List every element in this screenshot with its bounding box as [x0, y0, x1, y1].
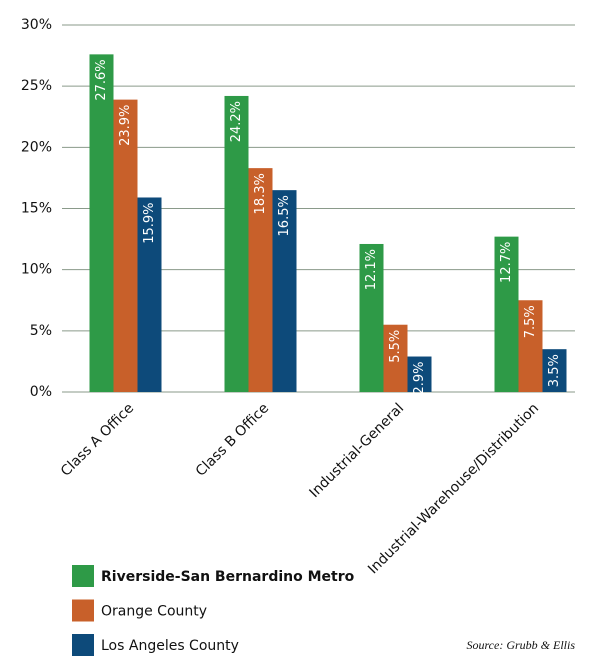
value-label: 24.2%	[229, 101, 244, 142]
bar	[113, 99, 138, 392]
y-tick-label: 20%	[21, 139, 52, 155]
value-label: 3.5%	[547, 354, 562, 387]
legend-swatch	[72, 565, 94, 587]
bar	[248, 168, 273, 392]
bar	[272, 190, 297, 392]
legend-swatch	[72, 599, 94, 622]
x-tick-label: Class B Office	[193, 400, 272, 479]
y-tick-label: 25%	[21, 78, 52, 94]
legend-swatch	[72, 634, 94, 656]
legend-label: Riverside-San Bernardino Metro	[101, 569, 355, 585]
bar	[494, 236, 519, 392]
y-tick-label: 10%	[21, 262, 52, 278]
bar	[407, 356, 432, 392]
bar	[224, 95, 249, 392]
bar	[518, 300, 543, 392]
legend-label: Los Angeles County	[101, 638, 239, 654]
y-tick-label: 30%	[21, 17, 52, 33]
value-label: 18.3%	[253, 173, 268, 214]
bar	[542, 349, 567, 392]
value-label: 27.6%	[94, 59, 109, 100]
value-label: 12.7%	[499, 242, 514, 283]
value-label: 5.5%	[388, 330, 403, 363]
y-tick-label: 0%	[30, 384, 52, 400]
value-label: 23.9%	[118, 105, 133, 146]
value-label: 2.9%	[412, 362, 427, 395]
bar	[89, 54, 114, 393]
bar	[137, 197, 162, 392]
source-note: Source: Grubb & Ellis	[466, 638, 575, 652]
bar	[359, 243, 384, 392]
bar	[383, 324, 408, 392]
value-label: 15.9%	[142, 202, 157, 243]
value-label: 16.5%	[277, 195, 292, 236]
y-tick-label: 15%	[21, 201, 52, 217]
x-tick-label: Industrial-General	[306, 400, 407, 501]
y-tick-label: 5%	[30, 323, 52, 339]
x-tick-label: Class A Office	[58, 400, 137, 479]
legend-label: Orange County	[101, 604, 207, 620]
value-label: 7.5%	[523, 305, 538, 338]
value-label: 12.1%	[364, 249, 379, 290]
